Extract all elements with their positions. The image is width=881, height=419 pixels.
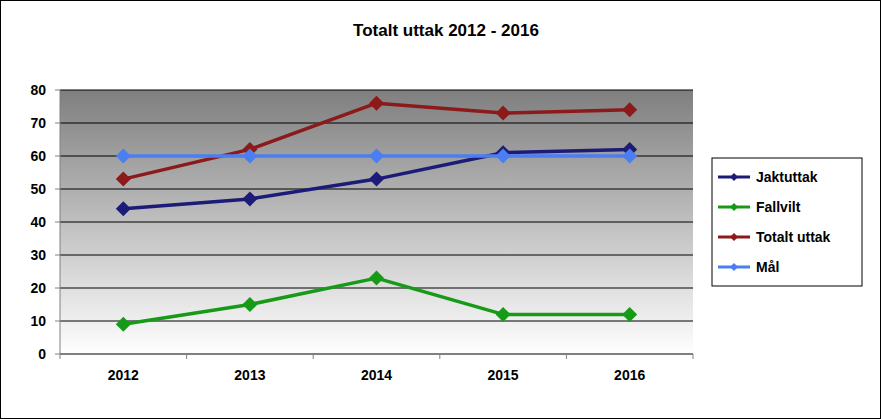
x-tick-mark [439,354,440,359]
grid-line [60,123,693,124]
x-tick-label: 2016 [614,367,645,383]
y-tick-label: 80 [30,82,46,98]
y-tick-label: 20 [30,280,46,296]
y-tick-label: 40 [30,214,46,230]
y-tick-label: 60 [30,148,46,164]
chart-root: Totalt uttak 2012 - 2016 0 10 20 30 40 50 60 70 8… [0,0,881,419]
series-marker [369,271,384,286]
grid-line [60,288,693,289]
chart-svg: Totalt uttak 2012 - 2016 0 10 20 30 40 50 60 70 8… [0,0,881,419]
x-tick-label: 2013 [234,367,265,383]
tick-mark [55,288,60,289]
series-marker [369,149,384,164]
legend-label: Fallvilt [756,199,801,215]
series-marker [496,149,511,164]
series-line [123,103,629,179]
series-marker [242,149,257,164]
legend-marker [730,263,738,271]
x-tick-label: 2014 [361,367,392,383]
tick-mark [55,321,60,322]
series-marker [242,191,257,206]
series-line [123,149,629,208]
grid-line [60,189,693,190]
x-tick-mark [313,354,314,359]
x-tick-mark [186,354,187,359]
x-tick-mark [693,354,694,359]
legend-marker [730,203,738,211]
series-marker [116,172,131,187]
tick-mark [55,354,60,355]
plot-area [60,90,693,354]
legend-label: Totalt uttak [756,229,831,245]
tick-mark [55,90,60,91]
series-marker [242,297,257,312]
legend-label: Mål [756,259,779,275]
series-marker [116,201,131,216]
y-tick-label: 10 [30,313,46,329]
grid-line [60,255,693,256]
series-marker [496,307,511,322]
series-marker [622,102,637,117]
tick-mark [55,189,60,190]
legend-marker [730,233,738,241]
series-marker [622,149,637,164]
x-tick-mark [60,354,61,359]
x-axis [60,354,693,355]
chart-title: Totalt uttak 2012 - 2016 [353,21,539,40]
y-axis [60,90,61,354]
tick-mark [55,222,60,223]
grid-line [60,354,693,355]
y-tick-label: 50 [30,181,46,197]
tick-mark [55,123,60,124]
chart-frame [1,1,881,419]
x-tick-label: 2015 [488,367,519,383]
series-marker [116,149,131,164]
x-tick-label: 2012 [108,367,139,383]
legend-label: Jaktuttak [756,169,818,185]
series-marker [116,317,131,332]
y-tick-label: 30 [30,247,46,263]
tick-mark [55,156,60,157]
y-tick-label: 0 [38,346,46,362]
y-tick-label: 70 [30,115,46,131]
data-group [116,96,637,332]
x-tick-mark [566,354,567,359]
grid-line [60,222,693,223]
grid-line [60,90,693,91]
series-marker [496,106,511,121]
legend-marker [730,173,738,181]
tick-mark [55,255,60,256]
series-marker [369,172,384,187]
series-marker [622,307,637,322]
legend-box [712,158,862,286]
series-marker [369,96,384,111]
